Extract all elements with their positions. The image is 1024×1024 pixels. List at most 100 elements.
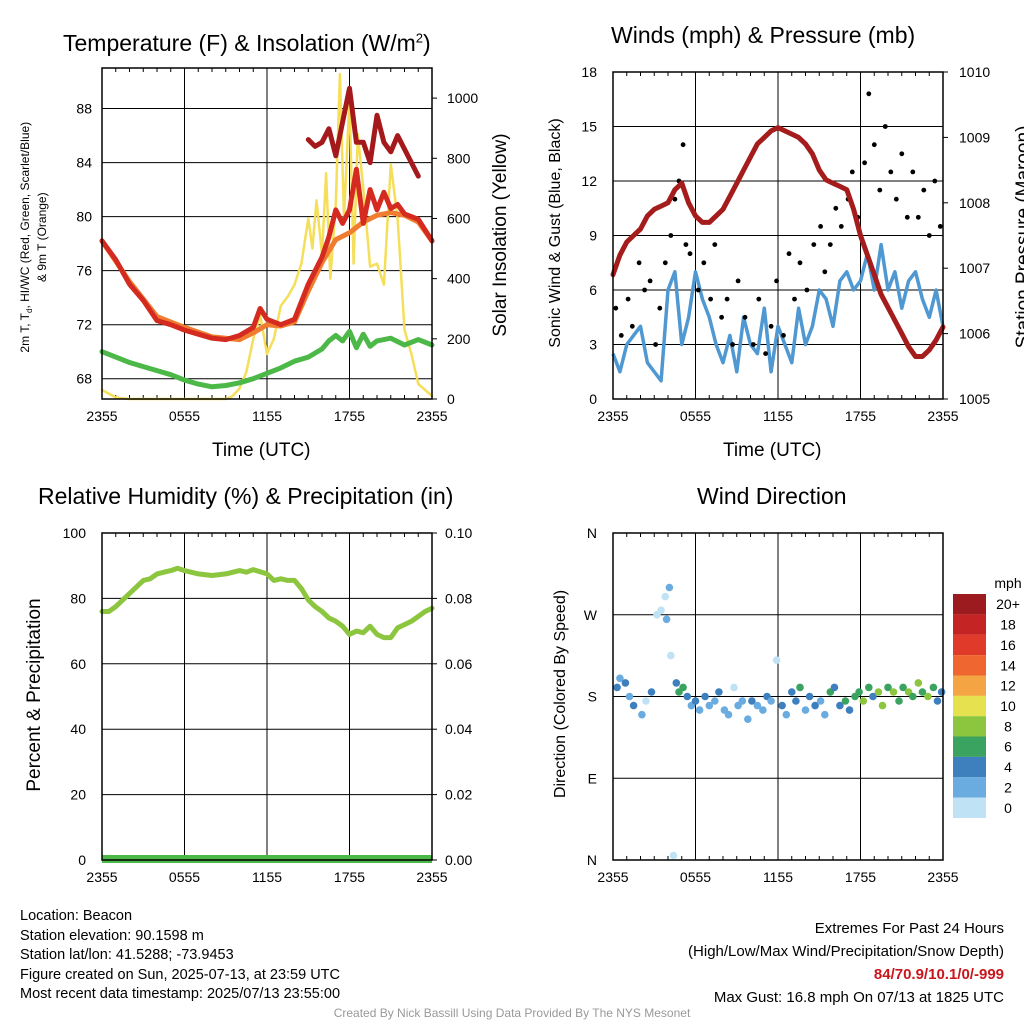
dir-point: [665, 583, 674, 592]
speed-legend-label: 0: [1004, 800, 1012, 816]
rh-left-axis-label: Percent & Precipitation: [24, 598, 45, 792]
wind-gust-point: [695, 287, 701, 293]
wind-gust-point: [822, 269, 828, 275]
dir-point: [874, 688, 883, 696]
dir-point: [805, 692, 814, 701]
wind-y-tick-label: 0: [589, 391, 597, 407]
wind-gust-point: [932, 178, 938, 184]
speed-legend-label: 8: [1004, 718, 1012, 734]
dir-y-tick-label: W: [584, 607, 598, 623]
wind-x-tick-label: 1155: [763, 408, 793, 424]
wind-gust-point: [937, 224, 943, 229]
dir-point: [845, 706, 854, 714]
dir-point: [865, 683, 873, 692]
wind-gust-point: [756, 296, 762, 302]
wind-gust-point: [786, 251, 792, 257]
speed-legend-label: 6: [1004, 739, 1012, 755]
dir-point: [841, 697, 850, 705]
station-info: Location: Beacon Station elevation: 90.1…: [20, 907, 340, 1005]
dir-x-tick-label: 1155: [763, 869, 793, 885]
temp-series-heat-index: [305, 85, 421, 179]
wind-gust-point: [877, 187, 883, 193]
wind-gust-point: [849, 169, 855, 175]
dir-y-tick-label: N: [587, 525, 597, 541]
dir-point: [691, 697, 700, 705]
speed-legend-label: 10: [1000, 698, 1016, 714]
dir-point: [816, 697, 825, 705]
wind-gust-point: [768, 323, 774, 329]
temp-right-axis-label: Solar Insolation (Yellow): [490, 133, 511, 337]
dir-point: [889, 688, 898, 696]
wind-y2-tick-label: 1006: [959, 326, 990, 342]
wind-x-axis-label: Time (UTC): [723, 440, 822, 461]
wind-y-tick-label: 15: [581, 119, 597, 135]
rh-x-tick-label: 2355: [86, 869, 117, 885]
wind-gust-point: [866, 91, 872, 97]
temp-x-tick-label: 2355: [416, 408, 447, 424]
dir-y-tick-label: N: [587, 852, 597, 868]
dir-point: [672, 679, 681, 687]
dir-point: [869, 692, 877, 701]
dir-point: [661, 592, 670, 601]
dir-point: [724, 710, 733, 719]
wind-gust-point: [701, 260, 707, 266]
extremes-subtitle: (High/Low/Max Wind/Precipitation/Snow De…: [688, 943, 1004, 960]
wind-gust-point: [871, 142, 877, 148]
rh-x-tick-label: 1155: [252, 869, 282, 885]
dir-point: [738, 697, 747, 705]
wind-gust-point: [862, 160, 867, 166]
dir-point: [662, 615, 671, 624]
speed-legend-label: 20+: [996, 596, 1020, 612]
speed-legend-unit: mph: [994, 575, 1021, 591]
wind-gust-point: [750, 342, 756, 347]
dir-point: [801, 706, 810, 714]
wind-gust-point: [618, 333, 624, 338]
dir-point: [884, 683, 892, 692]
rh-y-tick-label: 20: [70, 787, 86, 803]
dir-x-tick-label: 2355: [597, 869, 628, 885]
dir-point: [657, 606, 665, 614]
wind-gust-point: [838, 224, 844, 229]
wind-panel-title: Winds (mph) & Pressure (mb): [611, 22, 916, 48]
wind-x-tick-label: 2355: [597, 408, 628, 424]
speed-legend-label: 16: [1000, 637, 1016, 653]
wind-y2-tick-label: 1009: [959, 129, 990, 145]
wind-gust-point: [904, 214, 910, 220]
wind-gust-point: [899, 151, 905, 157]
elevation-text: Station elevation: 90.1598 m: [20, 927, 204, 944]
dir-point: [683, 692, 692, 701]
temp-series-2m-t: [99, 166, 435, 343]
dir-left-axis-label: Direction (Colored By Speed): [552, 589, 569, 799]
wind-right-axis-label: Station Pressure (Maroon): [1013, 125, 1024, 349]
max-gust-text: Max Gust: 16.8 mph On 07/13 at 1825 UTC: [713, 989, 1004, 1006]
speed-legend-swatch: [953, 756, 986, 778]
rh-y2-tick-label: 0.04: [445, 721, 472, 737]
dir-point: [821, 710, 829, 719]
dir-point: [621, 679, 630, 687]
wind-gust-point: [672, 196, 678, 202]
dir-point: [625, 692, 634, 701]
latlon-text: Station lat/lon: 41.5288; -73.9453: [20, 947, 234, 963]
wind-plot-frame: [612, 71, 944, 400]
wind-gust-point: [708, 296, 713, 302]
wind-y2-tick-label: 1007: [959, 260, 990, 276]
wind-gust-point: [680, 142, 686, 148]
dir-point: [830, 683, 839, 692]
speed-legend-swatch: [953, 634, 986, 656]
temp-y-tick-label: 76: [76, 263, 92, 279]
temp-y2-tick-label: 1000: [447, 90, 478, 106]
wind-gust-point: [662, 260, 668, 266]
speed-legend-label: 14: [1000, 657, 1016, 673]
rh-y-tick-label: 40: [70, 721, 86, 737]
wind-gust-point: [833, 205, 839, 211]
rh-y2-tick-label: 0.06: [445, 656, 472, 672]
temp-plot-frame: [101, 67, 433, 400]
speed-legend-swatch: [953, 655, 986, 676]
dir-point: [638, 710, 646, 719]
rh-y2-tick-label: 0.00: [445, 852, 472, 868]
wind-gust-point: [683, 242, 689, 248]
extremes-block: Extremes For Past 24 Hours (High/Low/Max…: [688, 917, 1004, 1009]
temp-x-tick-label: 1755: [334, 408, 365, 424]
wind-x-tick-label: 1755: [845, 408, 876, 424]
